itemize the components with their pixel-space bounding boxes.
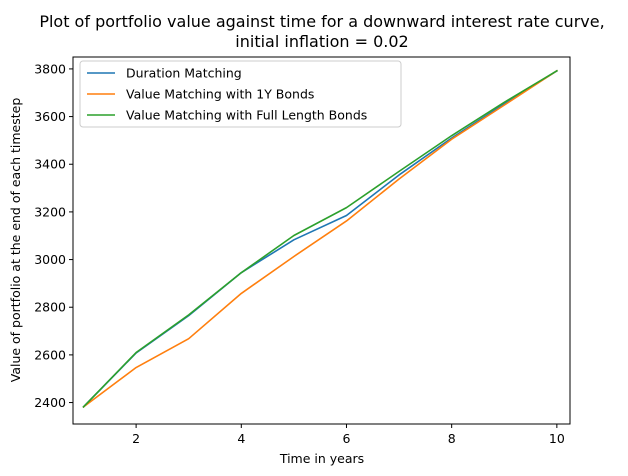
legend: Duration Matching Value Matching with 1Y … [79, 60, 402, 128]
y-tick-label: 3400 [34, 157, 66, 172]
y-tick-label: 3800 [34, 61, 66, 76]
y-tick-label: 3000 [34, 252, 66, 267]
legend-box [79, 60, 402, 128]
x-tick-label: 6 [343, 431, 351, 446]
x-tick-label: 10 [549, 431, 565, 446]
y-axis: 2400 2600 2800 3000 3200 3400 3600 3800 [34, 61, 73, 410]
y-axis-label: Value of portfolio at the end of each ti… [8, 98, 23, 383]
x-axis-label: Time in years [279, 451, 364, 466]
y-tick-label: 3200 [34, 204, 66, 219]
legend-label-3: Value Matching with Full Length Bonds [126, 108, 367, 123]
y-tick-label: 3600 [34, 109, 66, 124]
series-line-3 [82, 69, 558, 408]
x-tick-label: 4 [237, 431, 245, 446]
x-tick-label: 8 [448, 431, 456, 446]
x-axis: 2 4 6 8 10 [132, 424, 565, 446]
y-tick-label: 2600 [34, 347, 66, 362]
plot-area-frame [72, 56, 571, 425]
y-tick-label: 2400 [34, 395, 66, 410]
chart-title: Plot of portfolio value against time for… [39, 12, 604, 31]
legend-label-1: Duration Matching [126, 66, 242, 81]
chart-subtitle: initial inflation = 0.02 [235, 32, 408, 51]
x-tick-label: 2 [132, 431, 140, 446]
y-tick-label: 2800 [34, 300, 66, 315]
series-lines [82, 69, 558, 408]
series-line-2 [82, 69, 558, 408]
legend-label-2: Value Matching with 1Y Bonds [126, 87, 314, 102]
